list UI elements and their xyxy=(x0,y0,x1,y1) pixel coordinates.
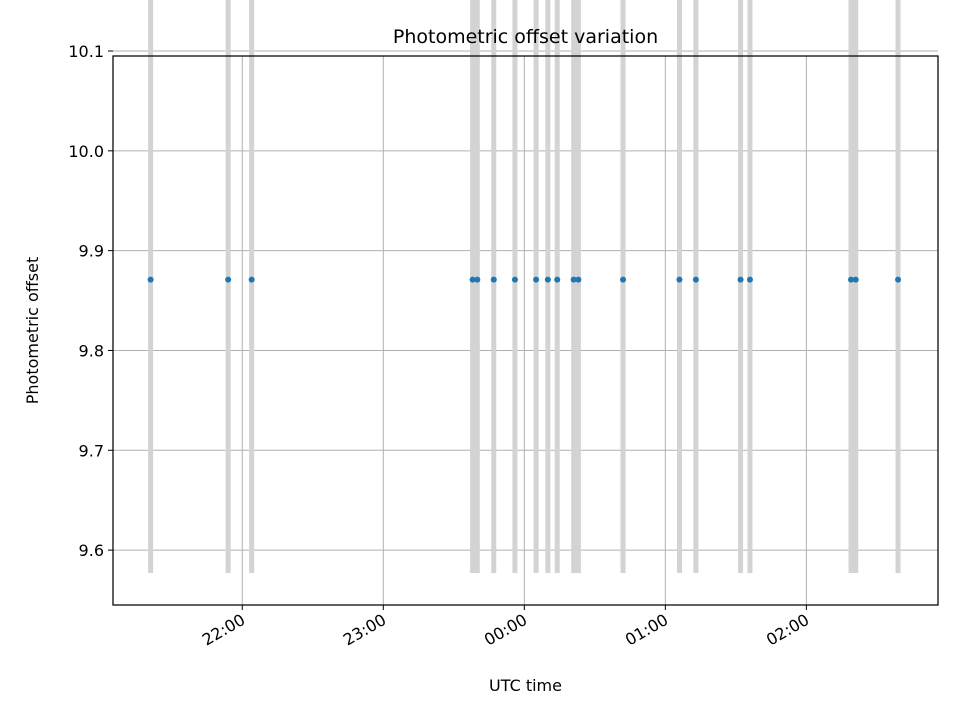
data-point xyxy=(575,276,582,283)
y-axis-label: Photometric offset xyxy=(23,257,42,405)
data-point xyxy=(895,276,902,283)
data-point xyxy=(692,276,699,283)
data-point xyxy=(570,276,577,283)
data-point xyxy=(147,276,154,283)
data-point xyxy=(544,276,551,283)
y-tick-label: 10.1 xyxy=(68,42,104,61)
y-tick-label: 9.9 xyxy=(79,242,104,261)
plot-frame xyxy=(112,55,939,606)
y-tick-label: 9.6 xyxy=(79,541,104,560)
data-point xyxy=(746,276,753,283)
data-point xyxy=(852,276,859,283)
y-axis-ticks: 9.6 9.7 9.8 9.9 10.0 10.1 xyxy=(68,42,113,560)
data-point xyxy=(848,276,855,283)
data-point xyxy=(737,276,744,283)
data-point xyxy=(620,276,627,283)
data-point xyxy=(676,276,683,283)
y-tick-label: 9.7 xyxy=(79,441,104,460)
data-point xyxy=(225,276,232,283)
data-point xyxy=(533,276,540,283)
data-point xyxy=(474,276,481,283)
x-axis-label: UTC time xyxy=(489,676,562,695)
y-tick-label: 10.0 xyxy=(68,142,104,161)
data-point xyxy=(511,276,518,283)
data-points xyxy=(147,276,902,283)
data-point xyxy=(248,276,255,283)
data-point xyxy=(490,276,497,283)
y-tick-label: 9.8 xyxy=(79,341,104,360)
chart-title: Photometric offset variation xyxy=(393,26,658,48)
data-point xyxy=(469,276,476,283)
data-point xyxy=(554,276,561,283)
